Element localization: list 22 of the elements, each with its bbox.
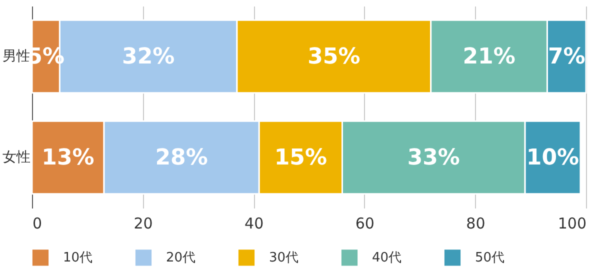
x-tick-label: 40: [244, 214, 264, 232]
x-tick-label: 20: [134, 214, 153, 232]
legend-label: 10代: [63, 250, 93, 266]
legend-label: 50代: [475, 250, 505, 266]
y-tick-label: 男性: [2, 48, 30, 64]
data-label: 15%: [274, 146, 328, 170]
data-label: 32%: [122, 44, 175, 70]
data-label: 10%: [526, 146, 580, 170]
legend-label: 30代: [269, 250, 299, 266]
x-tick-label: 80: [466, 214, 486, 232]
data-label: 35%: [308, 44, 360, 70]
x-tick-label: 100: [558, 214, 586, 232]
data-label: 33%: [407, 146, 460, 170]
x-tick-label: 60: [355, 214, 374, 232]
x-tick-label: 0: [32, 214, 42, 232]
y-tick-label: 女性: [2, 150, 30, 166]
data-label: 13%: [42, 146, 94, 170]
data-label: 28%: [155, 146, 208, 170]
legend-label: 40代: [372, 250, 402, 266]
data-label: 21%: [462, 44, 516, 70]
legend-label: 20代: [166, 250, 196, 266]
data-label: 7%: [548, 44, 586, 70]
